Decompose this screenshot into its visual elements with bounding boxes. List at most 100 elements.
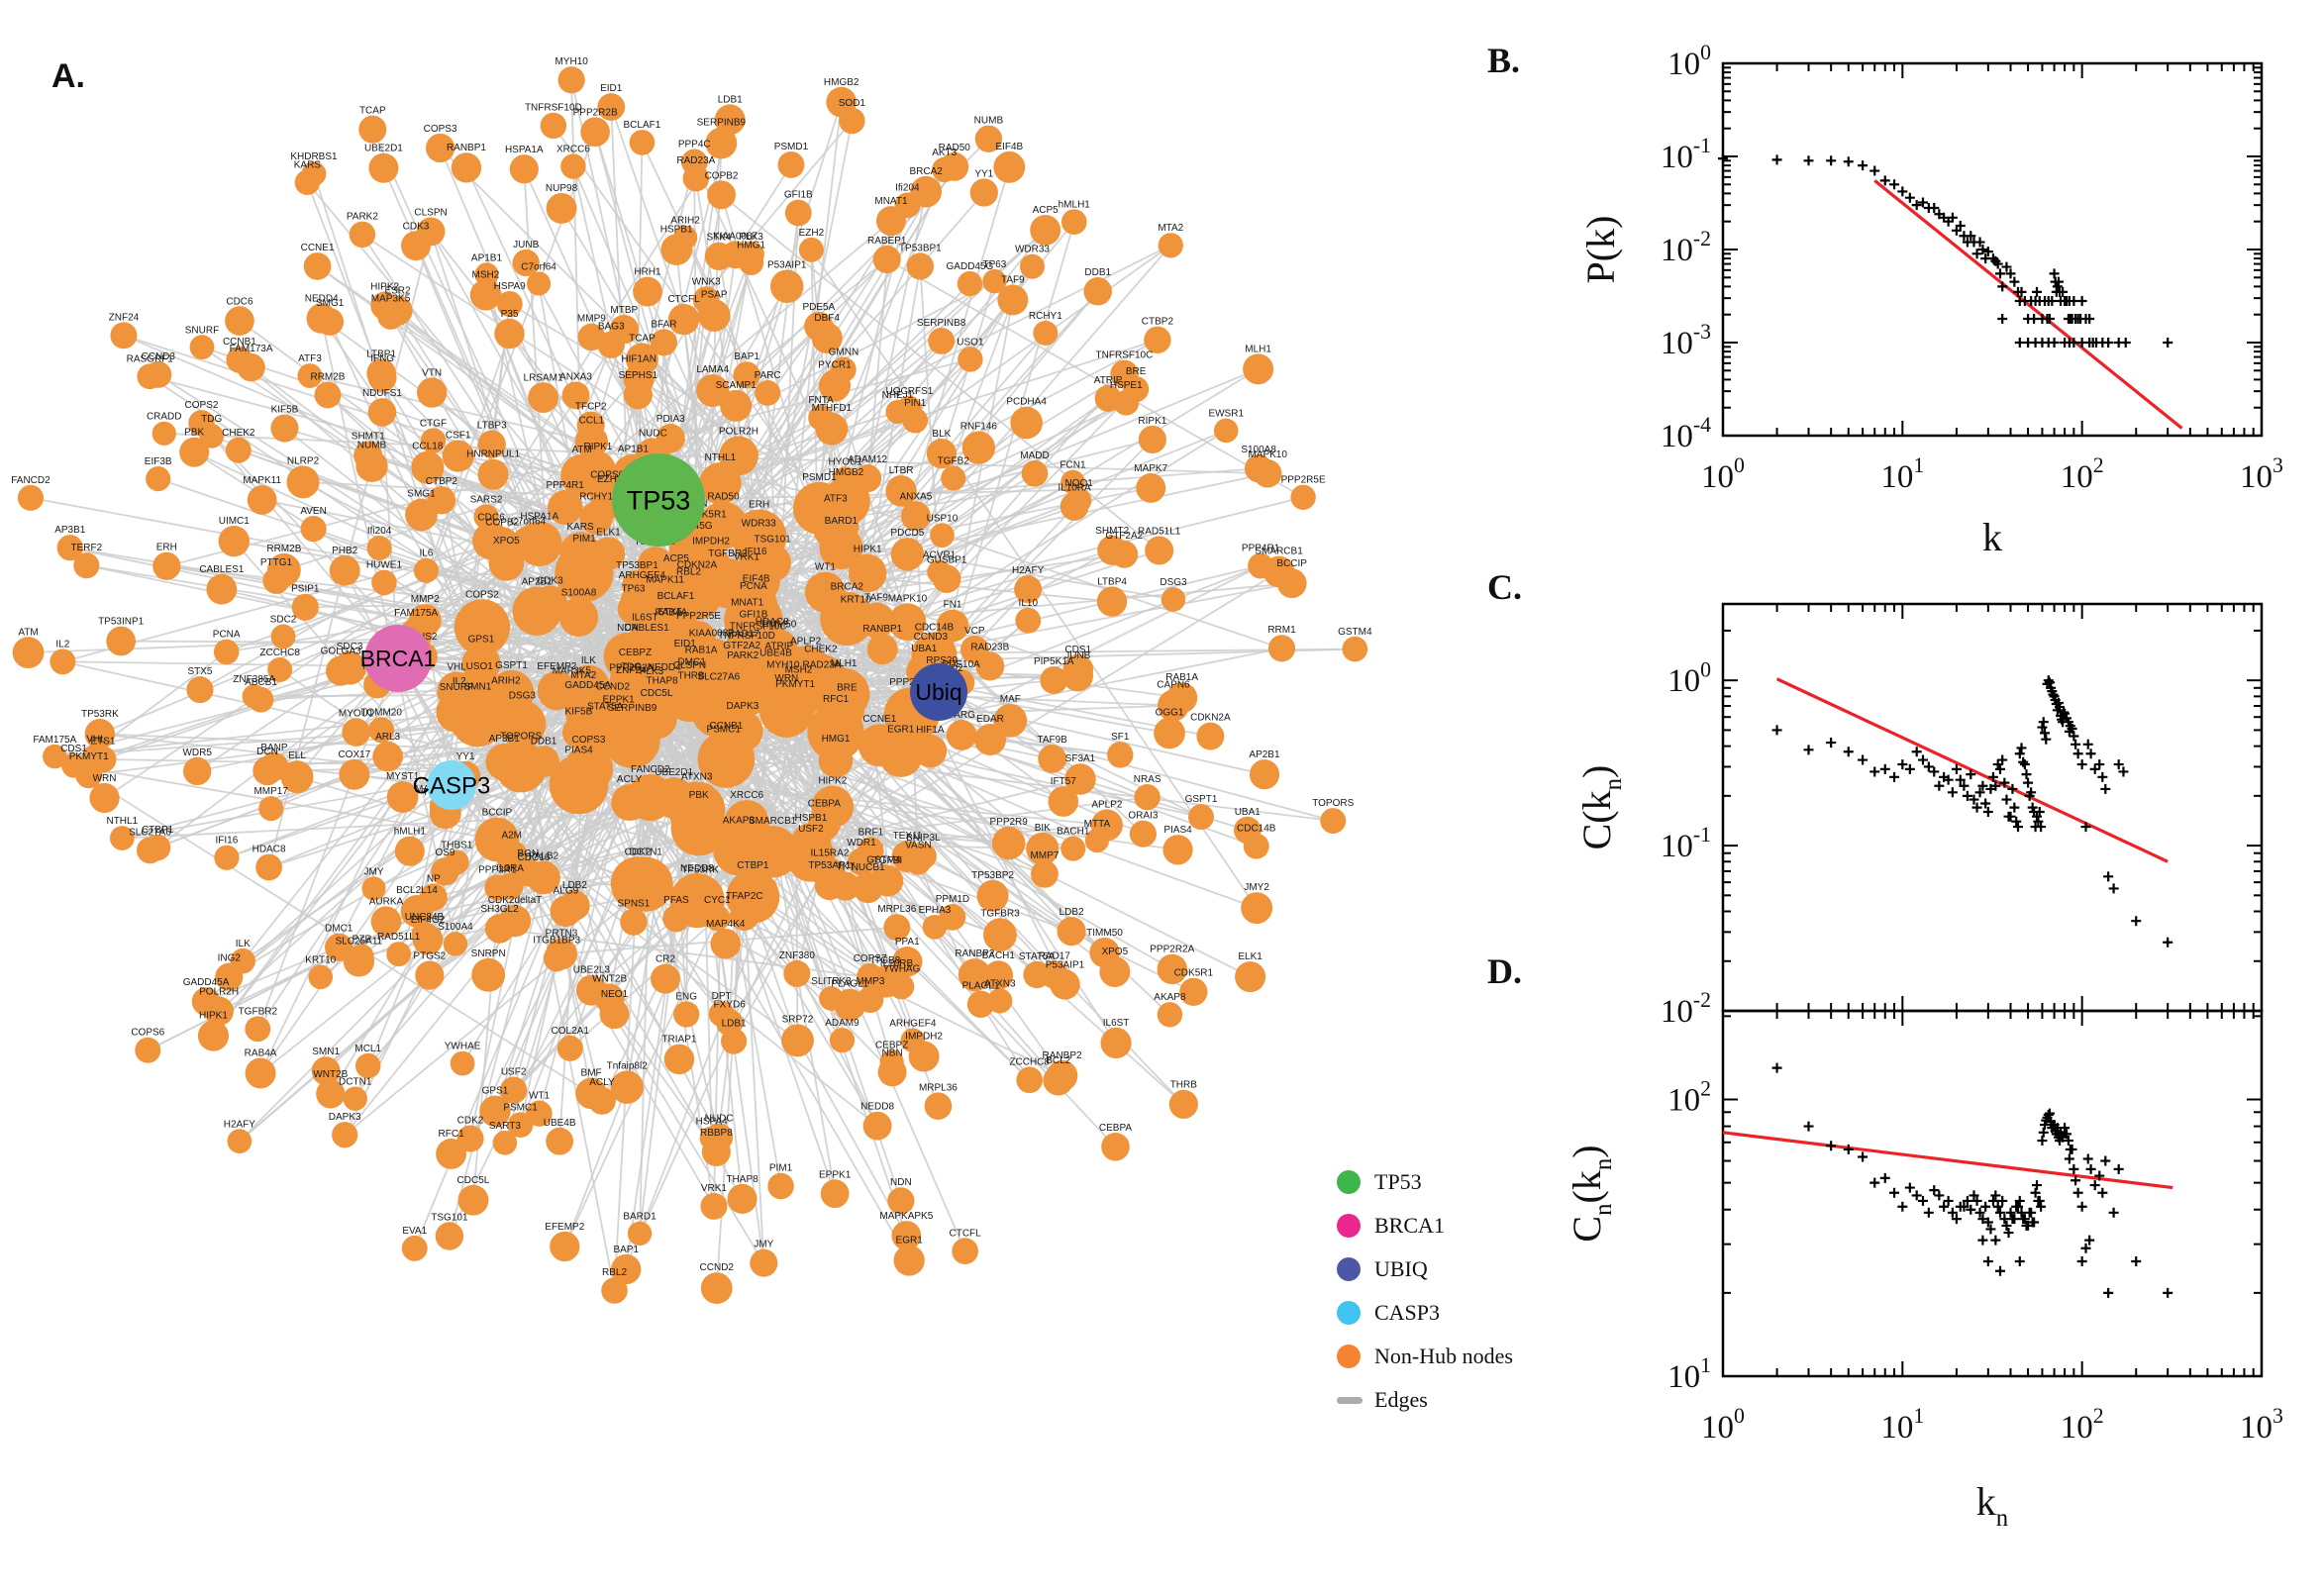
- network-node: [1162, 835, 1193, 865]
- network-node: [579, 501, 613, 536]
- network-node: [740, 631, 776, 667]
- network-edge: [499, 928, 897, 982]
- network-node: [191, 987, 221, 1016]
- network-node: [650, 963, 680, 994]
- network-node: [454, 599, 511, 655]
- network-node: [367, 363, 397, 392]
- network-node: [1248, 552, 1274, 579]
- network-edge: [746, 401, 1127, 580]
- network-node: [488, 669, 535, 716]
- network-edge: [866, 430, 1227, 574]
- legend-label-ubiq: UBIQ: [1374, 1256, 1428, 1281]
- network-node: [556, 1035, 583, 1061]
- network-node: [199, 424, 225, 449]
- network-node: [152, 421, 176, 446]
- network-node: [1290, 484, 1316, 510]
- network-node: [297, 363, 323, 388]
- network-node: [853, 464, 882, 493]
- network-node: [186, 676, 214, 704]
- network-node: [469, 279, 502, 311]
- network-node: [548, 489, 583, 526]
- network-node: [829, 1027, 856, 1053]
- network-node: [1065, 487, 1092, 514]
- network-node: [152, 551, 181, 580]
- network-node: [494, 318, 525, 349]
- network-node: [473, 504, 499, 530]
- network-node: [877, 1057, 907, 1087]
- network-node: [499, 1076, 528, 1104]
- network-node: [883, 967, 910, 994]
- ubiq-swatch-icon: [1337, 1257, 1361, 1281]
- network-node: [303, 252, 332, 280]
- network-node: [702, 558, 754, 609]
- network-edge: [53, 755, 603, 1102]
- network-node: [1188, 804, 1214, 831]
- network-node: [342, 718, 370, 747]
- network-node: [1235, 961, 1266, 993]
- network-node: [1136, 472, 1166, 503]
- data-points: [1718, 153, 2173, 348]
- network-node: [189, 335, 215, 360]
- network-node: [961, 431, 996, 464]
- network-node: [620, 908, 648, 936]
- network-edge: [519, 695, 691, 1126]
- network-node: [1249, 759, 1280, 790]
- network-node: [247, 485, 277, 515]
- network-node: [976, 879, 1009, 912]
- network-node: [888, 603, 927, 642]
- network-node: [400, 895, 434, 928]
- network-node: [1019, 253, 1045, 279]
- network-node: [270, 624, 296, 649]
- network-node: [926, 439, 957, 469]
- y-tick-label: 102: [1667, 1077, 1711, 1119]
- network-node: [1129, 820, 1157, 848]
- network-node: [439, 686, 479, 727]
- network-node: [558, 597, 599, 637]
- network-edge: [381, 412, 399, 659]
- network-node: [145, 360, 172, 388]
- network-node: [286, 465, 320, 499]
- panel-b-label: B.: [1487, 41, 1521, 80]
- network-node: [280, 760, 314, 794]
- x-tick-label: 102: [2061, 1404, 2104, 1446]
- y-axis-title: P(k): [1578, 216, 1623, 284]
- network-node: [866, 634, 898, 665]
- legend-label-tp53: TP53: [1374, 1169, 1422, 1194]
- network-node: [913, 734, 948, 768]
- network-node: [225, 306, 254, 336]
- network-node: [1110, 359, 1139, 388]
- network-node: [883, 914, 911, 942]
- network-edge: [397, 657, 715, 1207]
- network-node: [488, 546, 525, 581]
- legend-item-casp3: CASP3: [1337, 1291, 1513, 1335]
- fit-line: [1775, 677, 2169, 863]
- network-node: [516, 521, 562, 566]
- network-node: [580, 451, 616, 487]
- network-node: [997, 284, 1029, 316]
- network-node: [361, 876, 386, 901]
- network-node: [546, 1127, 574, 1155]
- network-node: [366, 535, 392, 561]
- chart-B: 100 101 102 103 100 10-1 10-2 10-3 10-4 k P(k): [1578, 41, 2283, 559]
- chart-ticks: [1722, 1011, 2263, 1377]
- network-edge: [810, 570, 1280, 859]
- network-node: [17, 484, 45, 511]
- network-node: [946, 720, 977, 750]
- network-node: [1094, 384, 1122, 412]
- edges-swatch-icon: [1337, 1396, 1363, 1404]
- network-node: [1253, 459, 1282, 488]
- network-node: [332, 1122, 358, 1148]
- network-edge: [157, 373, 653, 693]
- x-axis-title: kn: [1976, 1479, 2009, 1532]
- network-node: [710, 928, 742, 959]
- network-node: [790, 823, 832, 864]
- y-axis-title: C(kn): [1574, 765, 1627, 850]
- network-node: [386, 781, 419, 813]
- network-node: [12, 637, 45, 669]
- y-tick-label: 100: [1667, 41, 1711, 82]
- network-node: [636, 675, 667, 708]
- chart-frame: [1721, 1009, 2264, 1378]
- network-node: [1166, 682, 1198, 714]
- network-node: [958, 347, 983, 372]
- network-node: [857, 986, 884, 1014]
